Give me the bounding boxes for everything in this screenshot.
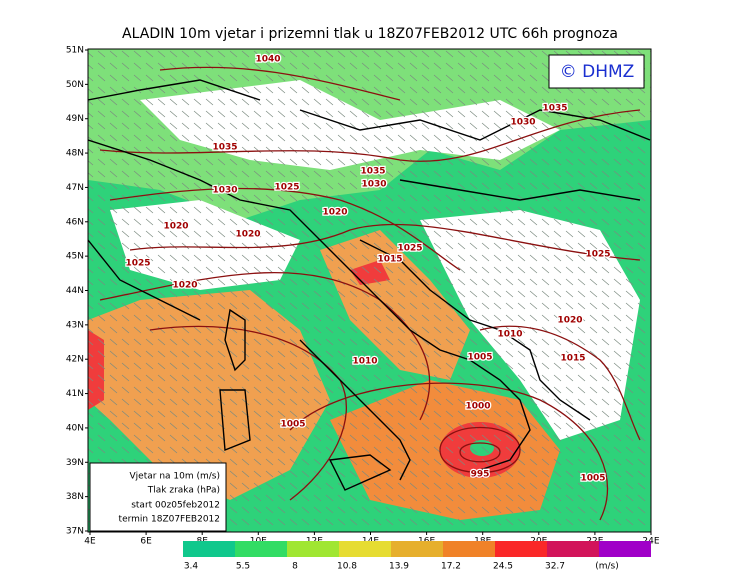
lat-label: 39N [66, 458, 84, 468]
title: ALADIN 10m vjetar i prizemni tlak u 18Z0… [122, 26, 618, 42]
lon-label: 6E [140, 537, 152, 547]
legend-text: Vjetar na 10m (m/s) [130, 472, 220, 482]
isobar-label: 1025 [585, 250, 610, 260]
isobar-label: 1010 [352, 357, 377, 367]
isobar-label: 1040 [255, 55, 280, 65]
isobar-labels: 1040 1035 1030 1035 1035 1030 1030 1025 … [124, 53, 612, 485]
colorbar-swatch [547, 541, 599, 557]
isobar-label: 1005 [580, 474, 605, 484]
lat-label: 38N [66, 492, 84, 502]
isobar-label: 1025 [125, 259, 150, 269]
lat-label: 41N [66, 389, 84, 399]
lat-label: 43N [66, 320, 84, 330]
isobar-label: 1010 [497, 330, 522, 340]
isobar-label: 1015 [560, 354, 585, 364]
isobar-label: 1005 [467, 353, 492, 363]
colorbar-swatch [495, 541, 547, 557]
colorbar-swatch [183, 541, 235, 557]
lon-label: 24E [642, 537, 659, 547]
colorbar-label: 3.4 [184, 562, 199, 572]
colorbar-swatch [235, 541, 287, 557]
colorbar-unit: (m/s) [595, 562, 619, 572]
logo-box [548, 54, 645, 89]
colorbar-swatch [599, 541, 651, 557]
isobar-label: 1035 [212, 143, 237, 153]
lat-label: 48N [66, 149, 84, 159]
lon-label: 4E [84, 537, 96, 547]
colorbar-label: 32.7 [545, 562, 565, 572]
logo: © DHMZ [560, 62, 635, 82]
lat-label: 51N [66, 46, 84, 56]
colorbar-label: 5.5 [236, 562, 250, 572]
lat-label: 47N [66, 183, 84, 193]
isobar-label: 1020 [235, 230, 260, 240]
lat-label: 49N [66, 114, 84, 124]
legend-box [89, 462, 227, 532]
isobar-label: 1020 [163, 222, 188, 232]
isobar-label: 1030 [212, 186, 237, 196]
isobar-label: 1020 [557, 316, 582, 326]
isobar-label: 1005 [280, 420, 305, 430]
legend-text: termin 18Z07FEB2012 [119, 515, 220, 525]
legend-text: Tlak zraka (hPa) [147, 486, 220, 496]
colorbar-label: 8 [292, 562, 298, 572]
colorbar-swatch [339, 541, 391, 557]
lat-label: 37N [66, 527, 84, 537]
legend-text: start 00z05feb2012 [131, 501, 220, 511]
lat-label: 42N [66, 355, 84, 365]
isobar-label: 1015 [377, 255, 402, 265]
colorbar-label: 17.2 [441, 562, 461, 572]
isobar-label: 1035 [542, 104, 567, 114]
lat-label: 44N [66, 286, 84, 296]
isobar-label: 1030 [510, 118, 535, 128]
isobar-label: 995 [471, 470, 490, 480]
colorbar-swatch [287, 541, 339, 557]
map [88, 49, 651, 532]
isobar-label: 1035 [360, 167, 385, 177]
colorbar-label: 13.9 [389, 562, 409, 572]
colorbar-label: 24.5 [493, 562, 513, 572]
isobar-label: 1025 [397, 244, 422, 254]
lat-label: 45N [66, 252, 84, 262]
colorbar-swatch [443, 541, 495, 557]
colorbar-label: 10.8 [337, 562, 357, 572]
isobar-label: 1020 [322, 208, 347, 218]
lat-label: 40N [66, 423, 84, 433]
lat-label: 46N [66, 217, 84, 227]
isobar-label: 1000 [465, 402, 490, 412]
lat-label: 50N [66, 80, 84, 90]
isobar-label: 1025 [274, 183, 299, 193]
isobar-label: 1020 [172, 281, 197, 291]
isobar-label: 1030 [361, 180, 386, 190]
colorbar-swatch [391, 541, 443, 557]
